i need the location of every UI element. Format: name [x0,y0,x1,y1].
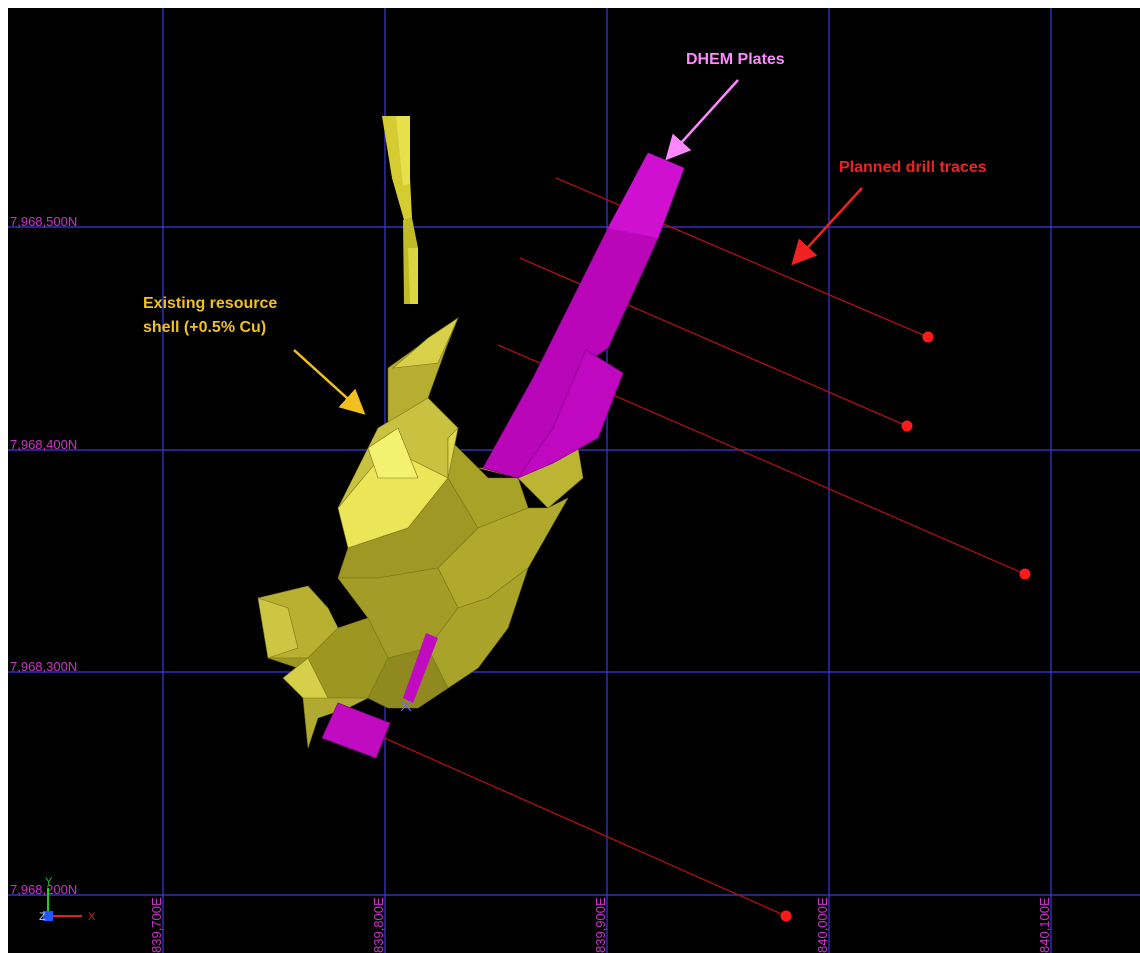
dhem-plates-label: DHEM Plates [686,51,785,68]
northing-label: 7,968,300N [10,659,77,674]
drill-trace-4 [379,735,787,917]
drill-arrow [791,187,863,266]
drill-collar-4 [780,910,792,922]
drill-collars [780,331,1031,922]
easting-label: 840,100E [1037,897,1052,953]
easting-label: 840,000E [815,897,830,953]
northing-label: 7,968,200N [10,882,77,897]
collar-marker [400,700,412,712]
drill-collar-3 [1019,568,1031,580]
scene-svg: 7,968,500N 7,968,400N 7,968,300N 7,968,2… [8,8,1140,953]
easting-label: 839,900E [593,897,608,953]
resource-shell-upper-vein [382,116,418,304]
planned-drill-label: Planned drill traces [839,159,987,176]
drill-collar-2 [901,420,913,432]
northing-label: 7,968,500N [10,214,77,229]
drill-trace-1 [555,177,929,338]
3d-scene-canvas[interactable]: 7,968,500N 7,968,400N 7,968,300N 7,968,2… [8,8,1140,953]
axis-indicator: Y Z X [39,876,96,923]
resource-shell-main [257,317,584,749]
axis-y-label: Y [45,876,53,888]
dhem-arrow [665,79,739,161]
dhem-plate-sliver [403,633,438,703]
axis-x-label: X [88,911,96,923]
drill-collar-1 [922,331,934,343]
easting-label: 839,700E [149,897,164,953]
dhem-plate-lower [321,702,391,759]
resource-shell-label-line2: shell (+0.5% Cu) [143,319,266,336]
easting-label: 839,800E [371,897,386,953]
northing-label: 7,968,400N [10,437,77,452]
dhem-plate-upper-face [608,153,684,238]
axis-z-label: Z [39,911,46,923]
resource-arrow [293,349,366,415]
dhem-plate-middle [516,349,624,479]
resource-shell-label-line1: Existing resource [143,295,277,312]
dhem-plates [321,152,685,759]
